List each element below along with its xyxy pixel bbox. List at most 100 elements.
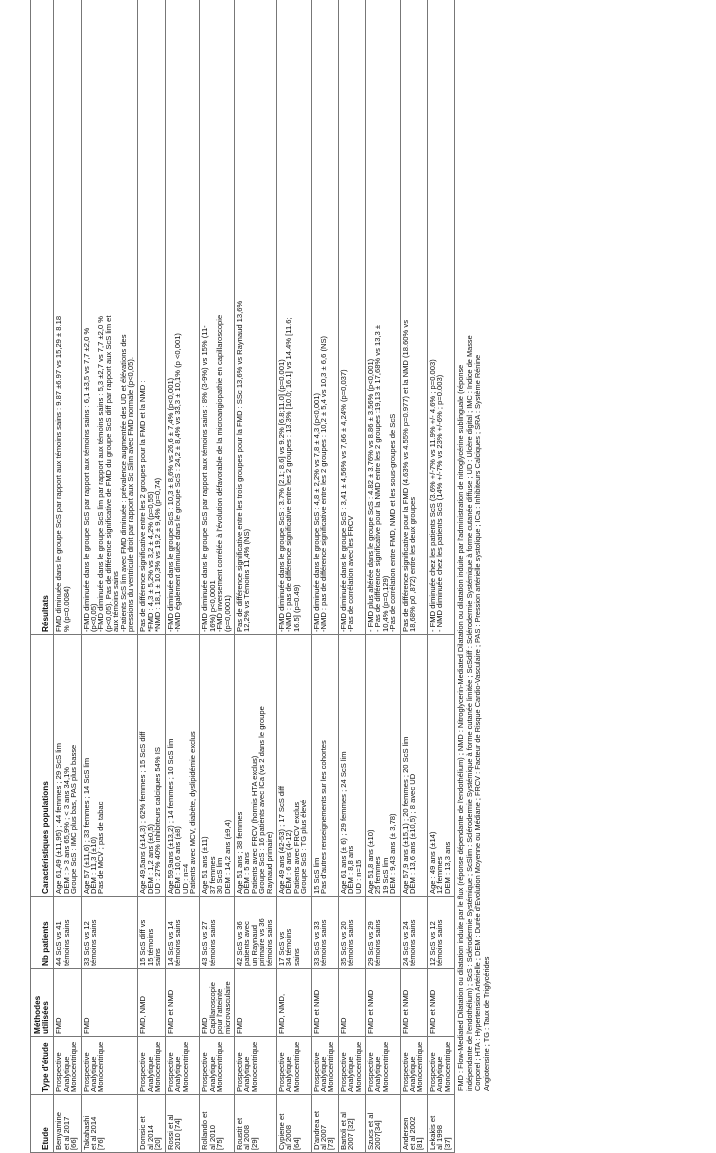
cell-line: témoins sains — [173, 919, 183, 966]
cell-line: *NMD : 18,1 ± 10,3% vs 19,2 ± 9,4% (p=0,… — [153, 477, 163, 632]
table-row: Bartoli et al 2007 [32] Prospective Analyti… — [338, 0, 366, 1153]
table-cell: 29 ScS vs 29 témoins sains — [365, 896, 401, 969]
cell-line: Monocentrique — [96, 1041, 106, 1092]
cell-line: Monocentrique — [180, 1041, 190, 1092]
table-row: Domsic et al 2014 [20] Prospective Analytiqu… — [137, 0, 166, 1153]
cell-line: témoins sains — [408, 919, 418, 966]
table-cell: Lekakis et al 1998 [37] — [427, 1094, 455, 1153]
table-cell: 33 ScS vs 33 témoins sains — [311, 896, 339, 969]
cell-line: Pas d'autres renseignements sur les coho… — [319, 740, 328, 894]
cell-line: 12,2% vs Témoins 11,4% (NS) — [242, 528, 252, 632]
cell-line: Groupe ScS : TG plus élevé — [299, 799, 309, 894]
table-cell: -FMD diminuée dans le groupe ScS par rap… — [81, 0, 138, 635]
cell-line: [20] — [153, 1137, 163, 1150]
cell-line: 2010 [74] — [173, 1118, 183, 1150]
table-row: Rollando et al 2010 [75] Prospective Analyti… — [199, 0, 235, 1153]
cell-line: témoins sains — [346, 919, 356, 966]
cell-line: FMD et NMD — [427, 989, 437, 1034]
table-row: D'andrea et al 2007 [73] Prospective Analyti… — [311, 0, 339, 1153]
cell-line: FMD — [54, 1017, 64, 1034]
table-cell: Takahashi et al 2014 [76] — [81, 1094, 138, 1153]
cell-line: Résultats — [41, 595, 51, 632]
cell-line: UD : 27% 40% inhibiteurs calciques 54% I… — [153, 747, 163, 894]
table-cell: - FMD plus altérée dans le groupe ScS : … — [365, 0, 401, 635]
table-cell: FMD, NMD, — [276, 968, 312, 1037]
column-header: Résultats — [30, 0, 54, 635]
cell-line: Monocentrique — [442, 1041, 452, 1092]
cell-line: Groupe ScS : IMC plus bas, PAS plus bass… — [69, 744, 79, 894]
cell-line: témoins sains — [264, 919, 274, 966]
table-cell: Age 59,9ans (±13,2) ; 14 femmes ; 10 ScS… — [165, 634, 200, 897]
cell-line: témoins sains — [373, 919, 383, 966]
table-cell: -FMD diminuée dans le groupe ScS : 3.7% … — [276, 0, 312, 635]
table-cell: Age 49 ans (42-53) ; 17 ScS diff DEM : 6 … — [276, 634, 312, 897]
cell-line: Monocentrique — [353, 1041, 363, 1092]
cell-line: -NMD également diminuée dans le groupe S… — [173, 333, 183, 632]
header-row: Etude Type d'étude Méthodes utilisées Nb pat… — [30, 0, 54, 1153]
table-cell: 14 ScS vs 14 témoins sains — [165, 896, 200, 969]
table-cell: Szucs et al 2007[34] — [365, 1094, 401, 1153]
cell-line: DEM : 14,2 ans (±9,4) — [222, 819, 232, 894]
table-cell: FMD et NMD — [365, 968, 401, 1037]
cell-line: Monocentrique — [415, 1041, 425, 1092]
table-cell: FMD — [234, 968, 277, 1037]
cell-line: 2007[34] — [373, 1120, 383, 1150]
table-cell: Domsic et al 2014 [20] — [137, 1094, 166, 1153]
table-cell: Andersen et al 2002 [81] — [400, 1094, 428, 1153]
table-cell: FMD — [53, 968, 82, 1037]
cell-line: sains — [153, 948, 163, 966]
cell-line: FMD, NMD, — [276, 993, 286, 1034]
cell-line: Type d'étude — [41, 1042, 51, 1092]
table-cell: Benyamine et al 2017 [66] — [53, 1094, 82, 1153]
cell-line: FMD et NMD — [311, 989, 321, 1034]
table-cell: Age 61,49 (±11,95) ; 44 femmes ; 29 ScS … — [53, 634, 82, 897]
cell-line: Monocentrique — [215, 1041, 225, 1092]
cell-line: témoins sains — [89, 919, 99, 966]
cell-line: Monocentrique — [249, 1041, 259, 1092]
cell-line: Nb patients — [41, 921, 51, 966]
table-cell: 35 ScS vs 20 témoins sains — [338, 896, 366, 969]
table-row: Benyamine et al 2017 [66] Prospective Analyt… — [53, 0, 82, 1153]
cell-line: Monocentrique — [69, 1041, 79, 1092]
cell-line: -Pas de corrélation entre FMD, NMD et le… — [388, 413, 398, 632]
column-header: Etude — [30, 1094, 54, 1153]
table-cell: Age 49,5ans (±14,3) ; 62% femmes ; 15 Sc… — [137, 634, 166, 897]
table-cell: Bartoli et al 2007 [32] — [338, 1094, 366, 1153]
table-cell: Pas de différence significative entre le… — [234, 0, 277, 635]
table-cell: Prospective Analytique Monocentrique — [311, 1036, 339, 1095]
cell-line: FMD — [81, 1017, 91, 1034]
cell-line: -Pas de corrélation avec les FRCV — [346, 515, 356, 632]
column-header: Nb patients — [30, 896, 54, 969]
table-cell: Age 57,9 ans (±15,1) ; 20 femmes ; 20 Sc… — [400, 634, 428, 897]
cell-line: % (p=0.0084) — [61, 586, 71, 632]
table-cell: Prospective Analytique Monocentrique — [165, 1036, 200, 1095]
table-cell: 12 ScS vs 12 témoins sains — [427, 896, 455, 969]
table-cell: 15 ScS lim Pas d'autres renseignements su… — [311, 634, 339, 897]
column-header: Méthodes utilisées — [30, 968, 54, 1037]
table-cell: 24 ScS vs 24 témoins sains — [400, 896, 428, 969]
table-row: Andersen et al 2002 [81] Prospective Analyti… — [400, 0, 428, 1153]
cell-line: -FMD diminuée dans le groupe ScS par rap… — [81, 327, 91, 632]
cell-line: FMD — [234, 1017, 244, 1034]
cell-line: microvasculaire — [222, 981, 232, 1034]
cell-line: Etude — [41, 1127, 51, 1150]
table-cell: 42 ScS vs 36 patients avec un Raynaud prima… — [234, 896, 277, 969]
cell-line: témoins sains — [207, 919, 217, 966]
table-cell: Prospective Analytique Monocentrique — [400, 1036, 428, 1095]
cell-line: 18,68% p0 ,872) entre les deux groupes — [408, 496, 418, 632]
table-cell: Prospective Analytique Monocentrique — [137, 1036, 166, 1095]
table-cell: Age 51,8 ans (±10) 25 femmes 19 ScS lim DEM… — [365, 634, 401, 897]
cell-line: témoins sains — [61, 919, 71, 966]
cell-line: [73] — [326, 1137, 336, 1150]
cell-line: DEM : 13,6 ans (±10,5) ; 8 avec UD — [408, 773, 418, 894]
cell-line: Caractéristiques populations — [41, 781, 51, 894]
table-cell: Pas de différence significative entre le… — [137, 0, 166, 635]
cell-line: [75] — [215, 1137, 225, 1150]
cell-line: [76] — [96, 1137, 106, 1150]
table-row: Szucs et al 2007[34] Prospective Analytique… — [365, 0, 401, 1153]
cell-line: - NMD diminuée chez les patients ScS (14… — [435, 374, 445, 632]
cell-line: FMD et NMD — [400, 989, 410, 1034]
cell-line: Monocentrique — [326, 1041, 336, 1092]
table-cell: Prospective Analytique Monocentrique — [53, 1036, 82, 1095]
